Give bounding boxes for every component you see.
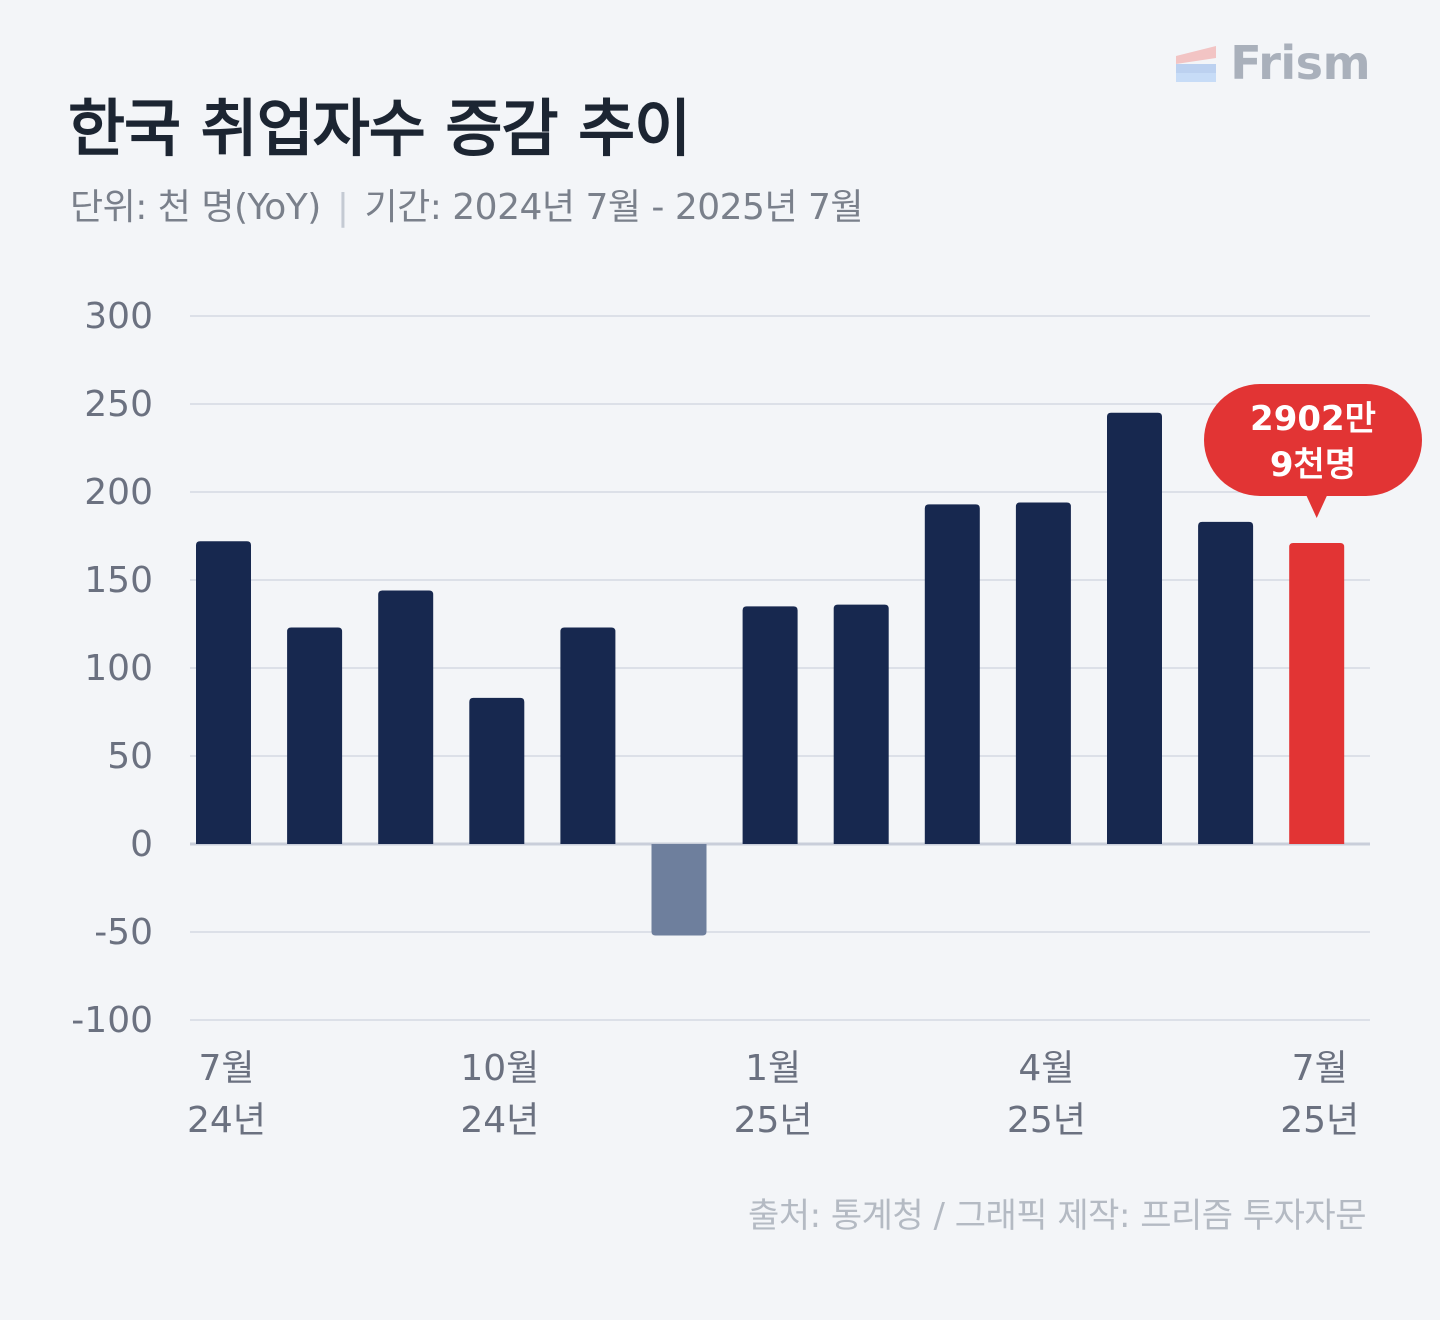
bar bbox=[1198, 521, 1254, 844]
brand-name: Frism bbox=[1230, 36, 1370, 90]
highlight-callout: 2902만 9천명 bbox=[1204, 384, 1422, 518]
unit-label: 단위: 천 명(YoY) bbox=[70, 187, 321, 228]
chart-title: 한국 취업자수 증감 추이 bbox=[68, 92, 691, 165]
y-tick-label: 250 bbox=[84, 384, 153, 425]
bar bbox=[1107, 412, 1162, 844]
y-tick-label: -50 bbox=[94, 912, 153, 953]
callout-label-line2: 9천명 bbox=[1270, 445, 1356, 485]
x-tick-year: 24년 bbox=[187, 1100, 266, 1141]
y-tick-label: 100 bbox=[84, 648, 153, 689]
source-note: 출처: 통계청 / 그래픽 제작: 프리즘 투자자문 bbox=[748, 1196, 1366, 1236]
bar bbox=[651, 844, 707, 936]
bar bbox=[833, 604, 889, 844]
x-tick-month: 10월 bbox=[460, 1048, 539, 1089]
callout-label-line1: 2902만 bbox=[1250, 399, 1376, 439]
x-axis-ticks: 7월 24년 10월 24년 1월 25년 4월 25년 7월 25년 bbox=[187, 1048, 1359, 1141]
y-tick-label: 50 bbox=[107, 736, 153, 777]
x-tick-year: 25년 bbox=[734, 1100, 813, 1141]
bar bbox=[1015, 502, 1071, 844]
brand-logo: Frism bbox=[1176, 36, 1370, 90]
bar bbox=[287, 627, 343, 844]
y-tick-label: 300 bbox=[84, 296, 153, 337]
period-label: 기간: 2024년 7월 - 2025년 7월 bbox=[364, 187, 864, 228]
callout-bubble bbox=[1204, 384, 1422, 496]
y-axis-ticks: 300 250 200 150 100 50 0 -50 -100 bbox=[71, 296, 153, 1041]
y-tick-label: 0 bbox=[130, 824, 153, 865]
callout-pointer bbox=[1305, 494, 1328, 518]
x-tick-year: 25년 bbox=[1007, 1100, 1086, 1141]
x-tick-month: 4월 bbox=[1018, 1048, 1074, 1089]
bar bbox=[469, 697, 525, 844]
x-tick-month: 1월 bbox=[745, 1048, 801, 1089]
bar bbox=[742, 606, 798, 844]
bar bbox=[378, 590, 434, 844]
bar bbox=[560, 627, 616, 844]
bar bbox=[924, 504, 980, 844]
frism-prism-icon bbox=[1176, 46, 1217, 82]
x-tick-year: 24년 bbox=[460, 1100, 539, 1141]
x-tick-year: 25년 bbox=[1280, 1100, 1359, 1141]
bar bbox=[1289, 543, 1345, 844]
y-tick-label: 200 bbox=[84, 472, 153, 513]
x-tick-month: 7월 bbox=[1292, 1048, 1348, 1089]
x-tick-month: 7월 bbox=[198, 1048, 254, 1089]
y-tick-label: -100 bbox=[71, 1000, 153, 1041]
chart-subtitle: 단위: 천 명(YoY) | 기간: 2024년 7월 - 2025년 7월 bbox=[70, 178, 864, 230]
subtitle-separator: | bbox=[336, 187, 349, 228]
y-tick-label: 150 bbox=[84, 560, 153, 601]
bar bbox=[196, 541, 251, 844]
bars bbox=[196, 412, 1345, 936]
